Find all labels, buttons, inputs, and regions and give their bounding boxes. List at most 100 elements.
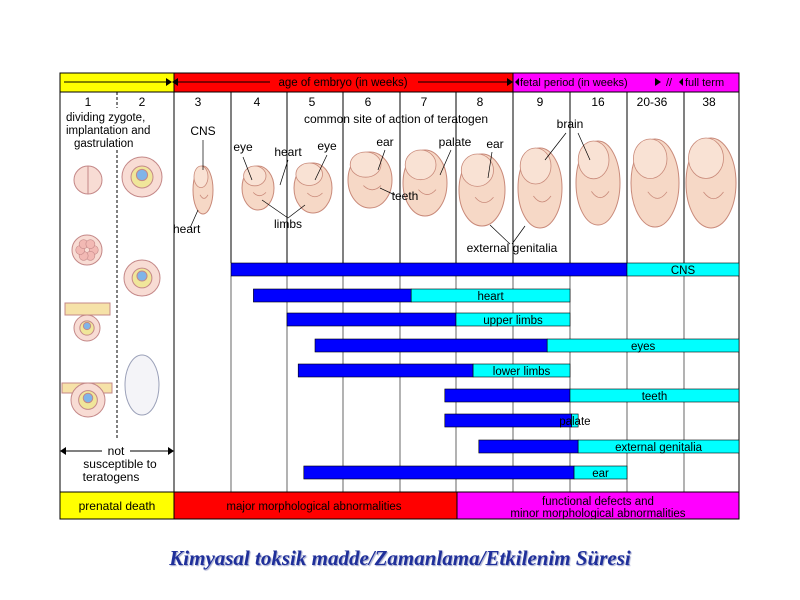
- fetus-week-9: [517, 147, 563, 229]
- organ-label-heart: heart: [274, 145, 302, 159]
- bar-dark-CNS: [230, 262, 628, 277]
- fetal-arrow-left-head: [515, 78, 519, 86]
- stage-blastocyst: [73, 314, 101, 342]
- bar-light-eyes: [546, 338, 740, 353]
- stage-week2-a: [121, 156, 163, 198]
- not-susceptible-head-left: [60, 447, 66, 455]
- organ-label-eye: eye: [233, 140, 253, 154]
- embryo-limb: [591, 191, 610, 199]
- pointer-line: [511, 225, 526, 245]
- organ-label-ear: ear: [486, 137, 503, 151]
- bar-label-teeth: teeth: [642, 391, 668, 403]
- bar-row-teeth: teeth: [444, 388, 740, 403]
- fetus-week-38: [685, 137, 737, 229]
- footer-functional-line1: functional defects and: [542, 496, 654, 508]
- bar-row-eyes: eyes: [314, 338, 740, 353]
- organ-label-heart: heart: [173, 222, 201, 236]
- stage-embryonic-disc: [124, 354, 160, 416]
- cavity: [136, 270, 148, 282]
- early-note-line: implantation and: [66, 125, 150, 137]
- pointer-line: [189, 209, 199, 229]
- bar-light-external-genitalia: [577, 439, 740, 454]
- organ-label-external-genitalia: external genitalia: [467, 241, 558, 255]
- week-label-9: 9: [537, 95, 544, 109]
- pointer-line: [544, 132, 567, 161]
- fetal-period-label: fetal period (in weeks): [520, 77, 628, 89]
- full-term-label: full term: [685, 77, 724, 89]
- organ-label-palate: palate: [439, 135, 472, 149]
- bar-label-upper-limbs: upper limbs: [483, 315, 543, 327]
- footer-prenatal-label: prenatal death: [79, 499, 156, 513]
- week-label-11: 20-36: [637, 95, 668, 109]
- week-label-12: 38: [702, 95, 716, 109]
- embryo-head: [519, 147, 552, 185]
- bar-row-heart: heart: [253, 288, 571, 303]
- embryo-week-7: [402, 149, 448, 217]
- embryo-period-label: age of embryo (in weeks): [278, 77, 407, 89]
- bar-dark-ear: [303, 465, 575, 480]
- bar-label-heart: heart: [477, 291, 504, 303]
- embryo-head: [193, 165, 209, 189]
- organ-label-brain: brain: [557, 117, 584, 131]
- embryo-arrow-left-head: [172, 78, 178, 86]
- pointer-line: [242, 156, 253, 181]
- bar-row-palate: palate: [444, 413, 591, 428]
- embryo-limb: [418, 189, 437, 195]
- week-label-10: 16: [591, 95, 605, 109]
- not-susceptible-line: teratogens: [83, 470, 140, 484]
- bar-light-lower-limbs: [472, 363, 571, 378]
- embryo-limb: [533, 195, 552, 203]
- embryo-head: [688, 137, 724, 179]
- common-site-label: common site of action of teratogen: [304, 112, 488, 126]
- bar-dark-palate: [444, 413, 572, 428]
- embryo-limb: [307, 192, 323, 198]
- pointer-line: [314, 154, 328, 181]
- bar-row-external-genitalia: external genitalia: [478, 439, 740, 454]
- pointer-line: [261, 199, 289, 219]
- embryo-arrow-right-head: [507, 78, 513, 86]
- organ-label-eye: eye: [317, 139, 337, 153]
- embryo-week-6: [347, 151, 393, 209]
- week-label-5: 5: [309, 95, 316, 109]
- fullterm-arrow-head: [679, 78, 683, 86]
- stage-implantation: [70, 382, 106, 418]
- bar-label-external-genitalia: external genitalia: [615, 442, 703, 454]
- week-label-8: 8: [477, 95, 484, 109]
- bar-dark-lower-limbs: [297, 363, 474, 378]
- embryo-head: [577, 140, 610, 180]
- embryo-limb: [252, 192, 267, 197]
- embryo-head: [633, 138, 668, 179]
- bar-dark-external-genitalia: [478, 439, 579, 454]
- embryo-week-4: [241, 165, 275, 211]
- bar-label-ear: ear: [592, 468, 609, 480]
- embryo-head: [460, 153, 494, 187]
- pointer-line: [439, 149, 452, 176]
- break-mark: //: [666, 77, 673, 89]
- bar-light-upper-limbs: [455, 312, 571, 327]
- stage-zygote: [73, 165, 103, 195]
- bar-dark-heart: [253, 288, 412, 303]
- embryo-head: [349, 151, 382, 178]
- pointer-line: [279, 159, 289, 186]
- bar-light-ear: [573, 465, 628, 480]
- bar-dark-upper-limbs: [286, 312, 457, 327]
- footer-functional-line2: minor morphological abnormalities: [510, 508, 685, 520]
- week-label-2: 2: [139, 95, 146, 109]
- bar-dark-teeth: [444, 388, 571, 403]
- organ-label-CNS: CNS: [190, 124, 215, 138]
- bar-label-CNS: CNS: [671, 265, 696, 277]
- early-note-line: dividing zygote,: [66, 112, 145, 124]
- bar-light-CNS: [626, 262, 740, 277]
- not-susceptible-line: not: [108, 444, 125, 458]
- organ-label-ear: ear: [376, 135, 393, 149]
- bar-label-lower-limbs: lower limbs: [493, 366, 551, 378]
- pointer-line: [577, 132, 591, 161]
- not-susceptible-head-right: [168, 447, 174, 455]
- week-label-6: 6: [365, 95, 372, 109]
- bar-row-ear: ear: [303, 465, 628, 480]
- embryo-limb: [199, 194, 209, 199]
- cavity: [82, 392, 94, 404]
- stage-morula: [71, 234, 103, 266]
- week-label-1: 1: [85, 95, 92, 109]
- stage-week2-b: [123, 259, 161, 297]
